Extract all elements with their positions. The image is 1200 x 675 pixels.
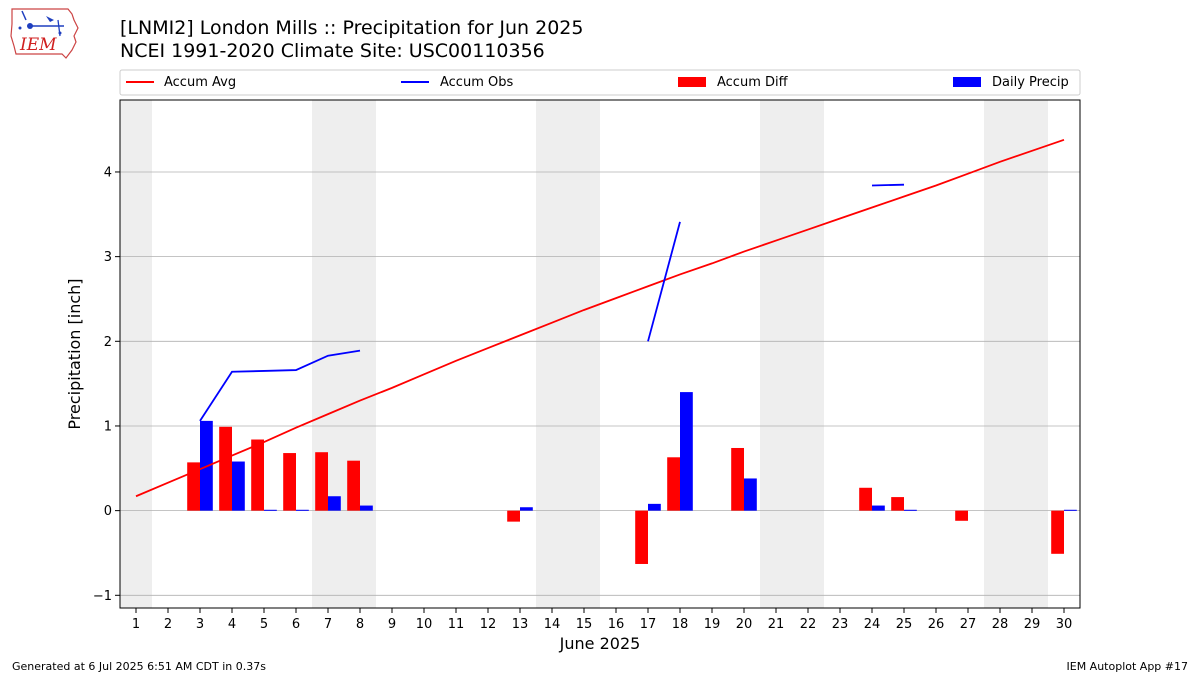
y-tick-label: 4 (104, 165, 112, 180)
x-tick-label: 12 (480, 617, 497, 632)
legend: Accum Avg Accum Obs Accum Diff Daily Pre… (119, 69, 1081, 96)
x-tick-label: 19 (704, 617, 721, 632)
x-tick-label: 24 (864, 617, 881, 632)
accum-obs-line (199, 349, 361, 422)
daily-precip-bar (232, 461, 245, 511)
legend-diff-swatch (678, 77, 706, 87)
daily-precip-bar (648, 503, 661, 511)
x-tick-label: 26 (928, 617, 945, 632)
daily-precip-bar (1064, 509, 1077, 511)
logo-text: IEM (19, 35, 57, 55)
accum-obs-line (647, 221, 681, 342)
y-tick-label: −1 (93, 589, 112, 604)
x-axis-label: June 2025 (559, 634, 641, 653)
daily-precip-bar (744, 478, 757, 511)
x-tick-label: 15 (576, 617, 593, 632)
legend-avg-label: Accum Avg (164, 75, 236, 90)
x-tick-label: 14 (544, 617, 561, 632)
x-tick-label: 13 (512, 617, 529, 632)
legend-obs-label: Accum Obs (440, 75, 513, 90)
accum-diff-bar (219, 426, 232, 511)
daily-precip-bar (520, 507, 533, 511)
x-tick-label: 18 (672, 617, 689, 632)
x-tick-label: 11 (448, 617, 465, 632)
x-tick-label: 29 (1024, 617, 1041, 632)
daily-precip-bar (264, 509, 277, 511)
x-tick-label: 28 (992, 617, 1009, 632)
accum-diff-bar (859, 487, 872, 511)
chart-title: [LNMI2] London Mills :: Precipitation fo… (120, 17, 584, 39)
daily-precip-bar (904, 509, 917, 511)
daily-precip-bar (680, 392, 693, 511)
legend-daily-swatch (953, 77, 981, 87)
legend-diff-label: Accum Diff (717, 75, 789, 90)
y-axis-label: Precipitation [inch] (65, 278, 84, 429)
plot-frame (119, 99, 1081, 609)
accum-diff-bar (187, 462, 200, 511)
iem-logo: IEM (10, 8, 79, 59)
accum-diff-bar (635, 510, 648, 564)
x-tick-label: 6 (292, 617, 300, 632)
accum-diff-bar (731, 447, 744, 511)
accum-diff-bar (507, 510, 520, 522)
accum-diff-bar (251, 439, 264, 511)
y-tick-label: 0 (104, 504, 112, 519)
x-tick-label: 21 (768, 617, 785, 632)
weekend-band (984, 100, 1048, 608)
x-tick-label: 16 (608, 617, 625, 632)
accum-diff-bar (347, 460, 360, 511)
x-tick-label: 5 (260, 617, 268, 632)
x-tick-label: 25 (896, 617, 913, 632)
y-tick-label: 3 (104, 250, 112, 265)
x-tick-label: 2 (164, 617, 172, 632)
accum-avg-line (135, 138, 1065, 498)
x-tick-label: 8 (356, 617, 364, 632)
accum-diff-bar (955, 510, 968, 521)
y-tick-label: 2 (104, 335, 112, 350)
x-tick-label: 1 (132, 617, 140, 632)
accum-diff-bar (1051, 510, 1064, 554)
x-tick-label: 17 (640, 617, 657, 632)
weekend-band (760, 100, 824, 608)
weekend-band (536, 100, 600, 608)
legend-daily-label: Daily Precip (992, 75, 1069, 90)
accum-diff-bar (667, 457, 680, 511)
x-tick-label: 23 (832, 617, 849, 632)
x-tick-label: 9 (388, 617, 396, 632)
x-tick-label: 20 (736, 617, 753, 632)
y-tick-label: 1 (104, 419, 112, 434)
x-tick-label: 27 (960, 617, 977, 632)
daily-precip-bar (296, 509, 309, 511)
x-tick-label: 4 (228, 617, 236, 632)
weekend-band (120, 100, 152, 608)
x-tick-label: 30 (1056, 617, 1073, 632)
app-note: IEM Autoplot App #17 (1066, 660, 1189, 673)
x-tick-label: 3 (196, 617, 204, 632)
accum-obs-line (871, 183, 905, 187)
daily-precip-bar (360, 505, 373, 511)
chart-subtitle: NCEI 1991-2020 Climate Site: USC00110356 (120, 40, 545, 62)
accum-diff-bar (283, 453, 296, 511)
daily-precip-bar (872, 505, 885, 511)
daily-precip-bar (328, 496, 341, 511)
x-tick-label: 10 (416, 617, 433, 632)
x-tick-label: 7 (324, 617, 332, 632)
x-tick-label: 22 (800, 617, 817, 632)
accum-diff-bar (315, 452, 328, 511)
accum-diff-bar (891, 497, 904, 511)
generated-note: Generated at 6 Jul 2025 6:51 AM CDT in 0… (12, 660, 266, 673)
